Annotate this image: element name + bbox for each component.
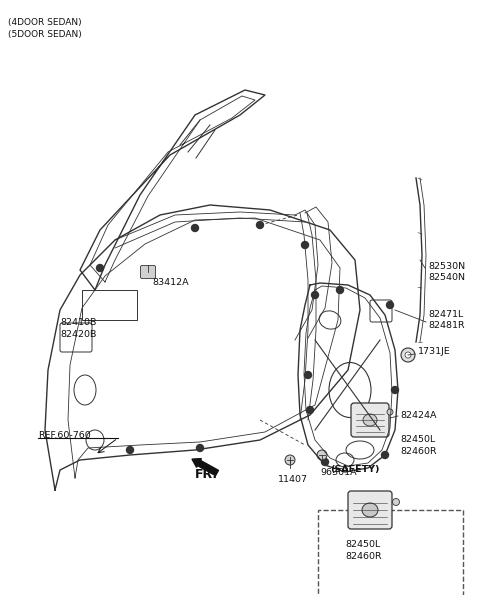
Ellipse shape [362, 503, 378, 517]
Circle shape [386, 302, 394, 308]
Text: 82471L
82481R: 82471L 82481R [428, 309, 465, 330]
Text: 1731JE: 1731JE [418, 347, 451, 356]
Circle shape [304, 371, 312, 378]
Text: (4DOOR SEDAN): (4DOOR SEDAN) [8, 18, 82, 27]
Circle shape [387, 409, 393, 415]
Circle shape [312, 292, 319, 299]
Ellipse shape [363, 414, 377, 426]
Circle shape [393, 499, 399, 506]
Text: REF.60-760: REF.60-760 [38, 431, 91, 440]
Circle shape [307, 406, 313, 414]
Text: 11407: 11407 [278, 475, 308, 484]
Text: 82530N
82540N: 82530N 82540N [428, 262, 465, 283]
Circle shape [256, 221, 264, 228]
Text: 82450L
82460R: 82450L 82460R [345, 540, 382, 561]
Circle shape [196, 444, 204, 452]
Circle shape [301, 242, 309, 249]
FancyBboxPatch shape [351, 403, 389, 437]
Circle shape [96, 265, 104, 271]
Circle shape [322, 459, 328, 465]
FancyBboxPatch shape [348, 491, 392, 529]
Circle shape [127, 446, 133, 453]
Circle shape [285, 455, 295, 465]
Circle shape [336, 287, 344, 293]
FancyBboxPatch shape [141, 265, 156, 278]
Circle shape [401, 348, 415, 362]
Text: 82450L
82460R: 82450L 82460R [400, 435, 437, 456]
Text: 96301A: 96301A [320, 468, 357, 477]
Circle shape [392, 387, 398, 393]
FancyArrow shape [192, 459, 218, 475]
Circle shape [405, 352, 411, 358]
Circle shape [317, 450, 327, 460]
Circle shape [382, 452, 388, 459]
Text: (SAFETY): (SAFETY) [330, 465, 380, 474]
Text: (5DOOR SEDAN): (5DOOR SEDAN) [8, 30, 82, 39]
Text: FR.: FR. [195, 468, 218, 481]
Text: 82410B
82420B: 82410B 82420B [60, 318, 96, 339]
Circle shape [192, 224, 199, 231]
Text: 83412A: 83412A [152, 278, 189, 287]
Text: 82424A: 82424A [400, 411, 436, 419]
